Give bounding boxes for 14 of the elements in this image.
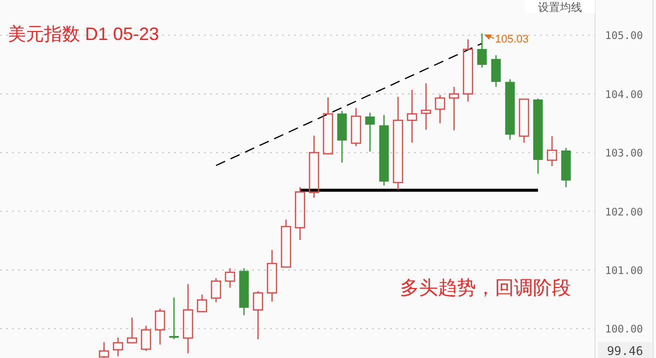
y-tick-label: 105.00: [605, 30, 643, 42]
y-tick-label: 103.00: [605, 148, 643, 160]
y-tick-label: 101.00: [605, 264, 643, 277]
annotation: 设置均线: [538, 1, 582, 14]
annotation: 多头趋势，回调阶段: [400, 278, 571, 299]
y-tick-label: 104.00: [605, 88, 643, 101]
text: 美元指数 D1 05-23: [8, 24, 160, 44]
candlestick: [182, 283, 194, 354]
annotation: 105.03: [495, 33, 529, 46]
candlestick: [420, 82, 432, 130]
text: 99.46: [606, 344, 644, 358]
y-tick-label: 102.00: [605, 206, 643, 218]
y-tick-label: 100.00: [605, 324, 643, 336]
candlestick: [406, 89, 418, 144]
